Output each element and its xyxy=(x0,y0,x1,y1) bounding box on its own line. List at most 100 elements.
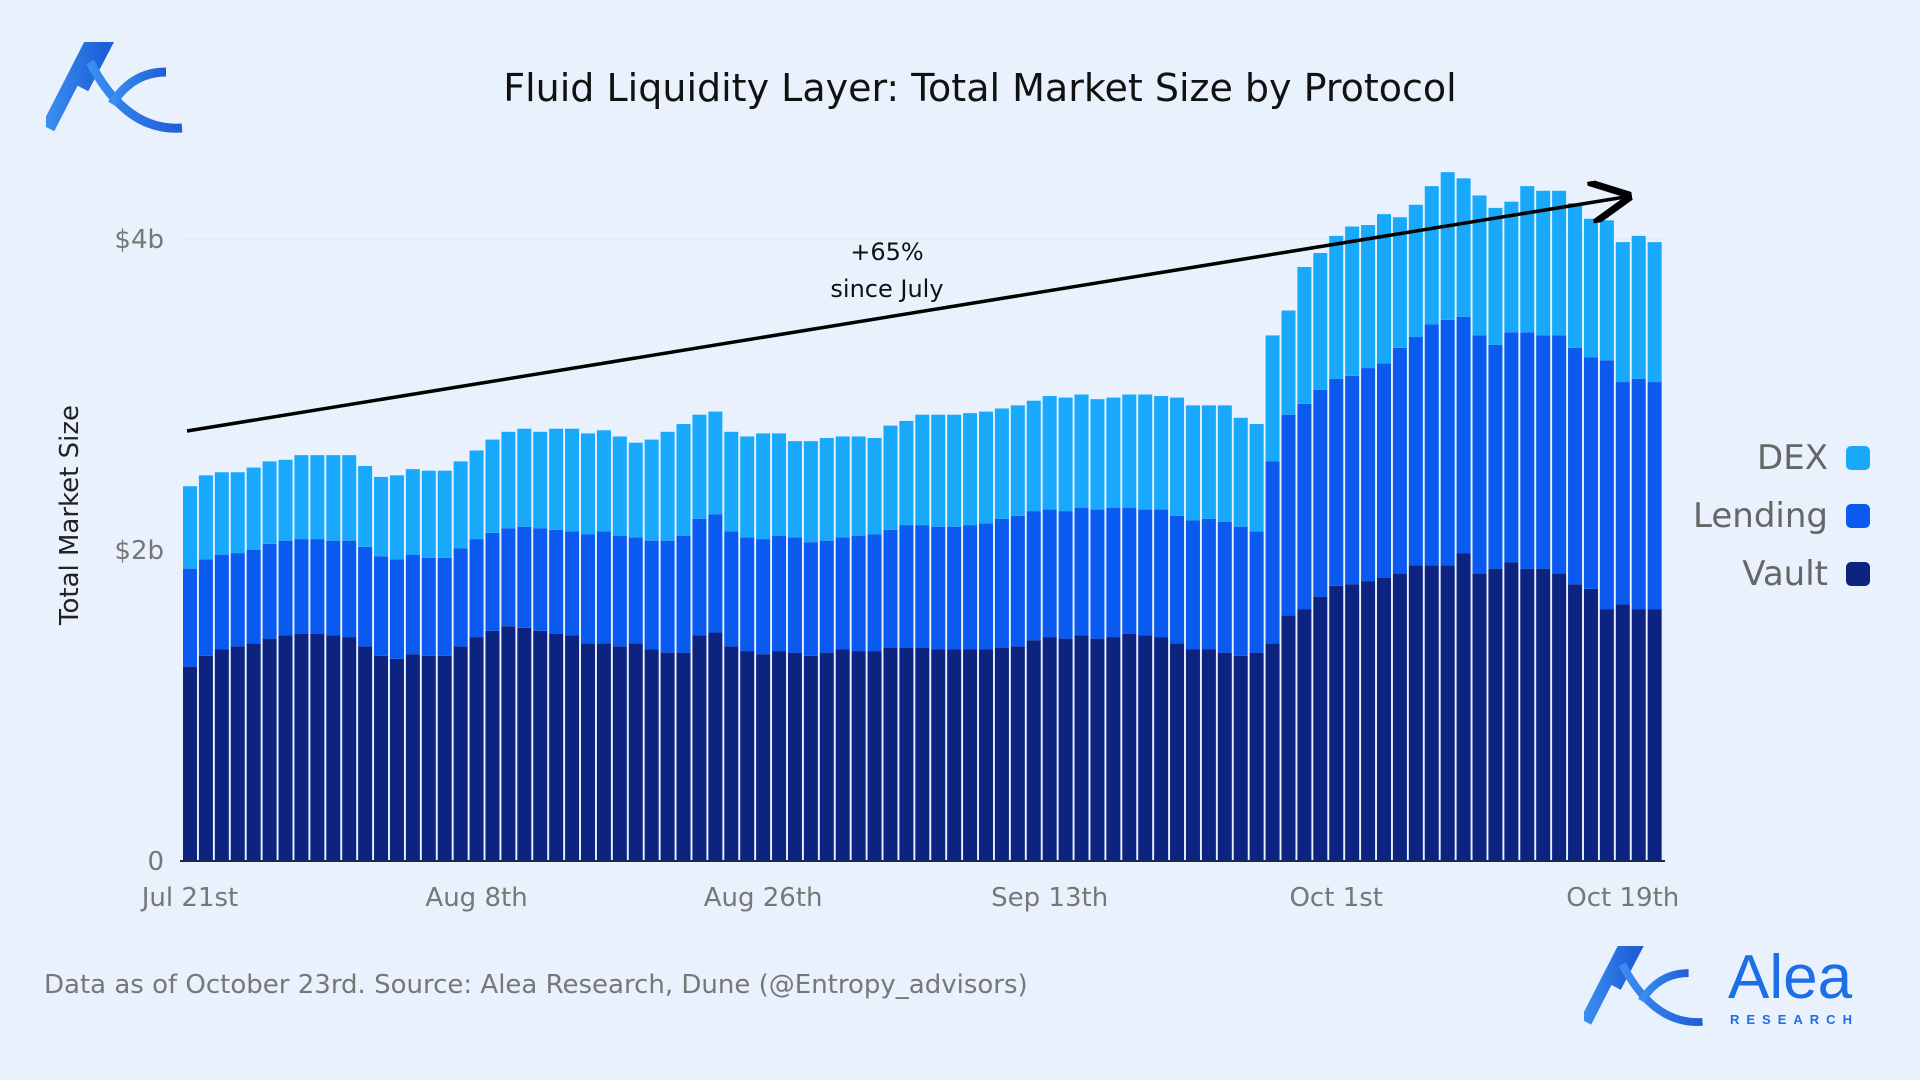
bar-lending-sep-19 xyxy=(1138,509,1153,636)
bar-dex-aug-20 xyxy=(660,431,675,541)
bar-dex-sep-13 xyxy=(1042,396,1057,510)
bar-vault-jul-24 xyxy=(230,646,245,861)
bar-lending-sep-16 xyxy=(1090,509,1105,639)
bar-lending-aug-11 xyxy=(517,526,532,628)
bar-lending-aug-7 xyxy=(453,548,468,647)
bar-lending-aug-26 xyxy=(756,539,771,655)
bar-lending-jul-22 xyxy=(198,559,213,656)
bar-lending-oct-2 xyxy=(1345,375,1360,585)
y-tick-label: $4b xyxy=(114,225,164,255)
bar-lending-jul-28 xyxy=(294,539,309,634)
bar-vault-sep-13 xyxy=(1042,637,1057,861)
legend-label-lending: Lending xyxy=(1693,496,1828,536)
bar-lending-oct-5 xyxy=(1392,347,1407,574)
bar-lending-oct-7 xyxy=(1424,324,1439,566)
bar-lending-aug-15 xyxy=(581,534,595,644)
bar-dex-sep-8 xyxy=(963,413,978,526)
bar-dex-aug-5 xyxy=(421,470,436,558)
trend-arrow xyxy=(186,197,1625,433)
bar-dex-sep-21 xyxy=(1170,397,1185,516)
bar-dex-aug-31 xyxy=(835,436,850,538)
bar-vault-aug-11 xyxy=(517,627,532,861)
bar-lending-sep-29 xyxy=(1297,403,1312,610)
bar-lending-aug-4 xyxy=(405,554,420,655)
bar-vault-sep-27 xyxy=(1265,643,1280,861)
bar-dex-sep-22 xyxy=(1185,405,1200,521)
bar-vault-sep-6 xyxy=(931,649,946,861)
x-tick-label: Oct 1st xyxy=(1289,883,1383,913)
bar-vault-sep-4 xyxy=(899,647,914,861)
bar-vault-oct-13 xyxy=(1520,568,1535,861)
bar-lending-aug-1 xyxy=(358,546,373,647)
bar-lending-oct-10 xyxy=(1472,335,1487,574)
bar-vault-sep-7 xyxy=(947,649,962,861)
bar-dex-oct-12 xyxy=(1504,201,1519,333)
bar-lending-sep-22 xyxy=(1185,520,1200,650)
bar-vault-sep-26 xyxy=(1249,652,1264,861)
bar-lending-aug-23 xyxy=(708,514,723,633)
legend: DEX Lending Vault xyxy=(1693,438,1870,594)
bar-lending-oct-19 xyxy=(1615,382,1630,605)
bar-lending-oct-3 xyxy=(1361,368,1376,582)
bar-dex-aug-11 xyxy=(517,428,532,527)
bar-vault-oct-14 xyxy=(1536,568,1551,861)
bar-vault-aug-29 xyxy=(803,655,818,861)
bar-vault-aug-26 xyxy=(756,654,771,861)
bar-dex-aug-23 xyxy=(708,411,723,515)
bar-dex-aug-1 xyxy=(358,466,373,547)
bar-dex-sep-17 xyxy=(1106,397,1121,509)
bar-vault-aug-6 xyxy=(437,655,452,861)
bar-lending-oct-18 xyxy=(1599,360,1614,610)
bar-lending-aug-18 xyxy=(628,537,643,644)
bar-lending-sep-5 xyxy=(915,525,930,648)
bar-vault-oct-18 xyxy=(1599,609,1614,861)
bar-lending-sep-2 xyxy=(867,534,882,652)
bar-vault-aug-3 xyxy=(389,658,404,861)
bar-dex-aug-17 xyxy=(612,436,627,537)
bar-dex-oct-7 xyxy=(1424,186,1439,325)
bar-lending-oct-4 xyxy=(1377,363,1391,578)
bar-vault-aug-10 xyxy=(501,626,516,861)
bar-vault-oct-5 xyxy=(1392,573,1407,861)
bar-vault-jul-28 xyxy=(294,633,309,861)
bar-dex-jul-29 xyxy=(310,455,325,540)
bar-lending-aug-24 xyxy=(724,531,739,647)
bar-lending-sep-24 xyxy=(1217,522,1232,653)
bar-lending-aug-19 xyxy=(644,540,659,650)
bar-dex-sep-9 xyxy=(979,411,993,524)
bar-vault-sep-14 xyxy=(1058,638,1073,861)
bar-lending-aug-14 xyxy=(565,531,580,636)
alea-logo-icon xyxy=(46,42,183,133)
bar-vault-sep-29 xyxy=(1297,609,1312,861)
bar-lending-sep-13 xyxy=(1042,509,1057,638)
bar-lending-sep-7 xyxy=(947,526,962,650)
bar-lending-oct-20 xyxy=(1631,378,1646,610)
x-axis-ticks: Jul 21st Aug 8th Aug 26th Sep 13th Oct 1st Oc… xyxy=(140,883,1680,913)
y-tick-label: $2b xyxy=(114,536,164,566)
bar-lending-aug-27 xyxy=(772,536,787,652)
bar-lending-sep-3 xyxy=(883,529,898,648)
bar-vault-sep-18 xyxy=(1122,633,1137,861)
bar-lending-sep-14 xyxy=(1058,511,1073,639)
bar-vault-jul-30 xyxy=(326,635,341,861)
bar-vault-sep-21 xyxy=(1170,643,1185,861)
bar-dex-oct-8 xyxy=(1440,172,1455,320)
bar-vault-oct-4 xyxy=(1377,577,1391,861)
bar-dex-sep-29 xyxy=(1297,266,1312,404)
bar-dex-aug-16 xyxy=(596,430,611,532)
bar-lending-aug-9 xyxy=(485,532,500,631)
bar-dex-oct-9 xyxy=(1456,178,1471,317)
bar-vault-sep-8 xyxy=(963,649,978,861)
x-tick-label: Aug 26th xyxy=(704,883,823,913)
bar-dex-aug-4 xyxy=(405,469,420,555)
bar-dex-sep-11 xyxy=(1010,405,1025,516)
bar-dex-sep-30 xyxy=(1313,252,1328,390)
bar-dex-sep-14 xyxy=(1058,397,1073,512)
bar-vault-oct-12 xyxy=(1504,562,1519,861)
bar-dex-jul-28 xyxy=(294,455,309,540)
bar-vault-aug-24 xyxy=(724,646,739,861)
bar-dex-oct-3 xyxy=(1361,225,1376,369)
bar-dex-sep-5 xyxy=(915,414,930,526)
bar-vault-aug-12 xyxy=(533,630,548,861)
bar-dex-oct-2 xyxy=(1345,226,1360,376)
